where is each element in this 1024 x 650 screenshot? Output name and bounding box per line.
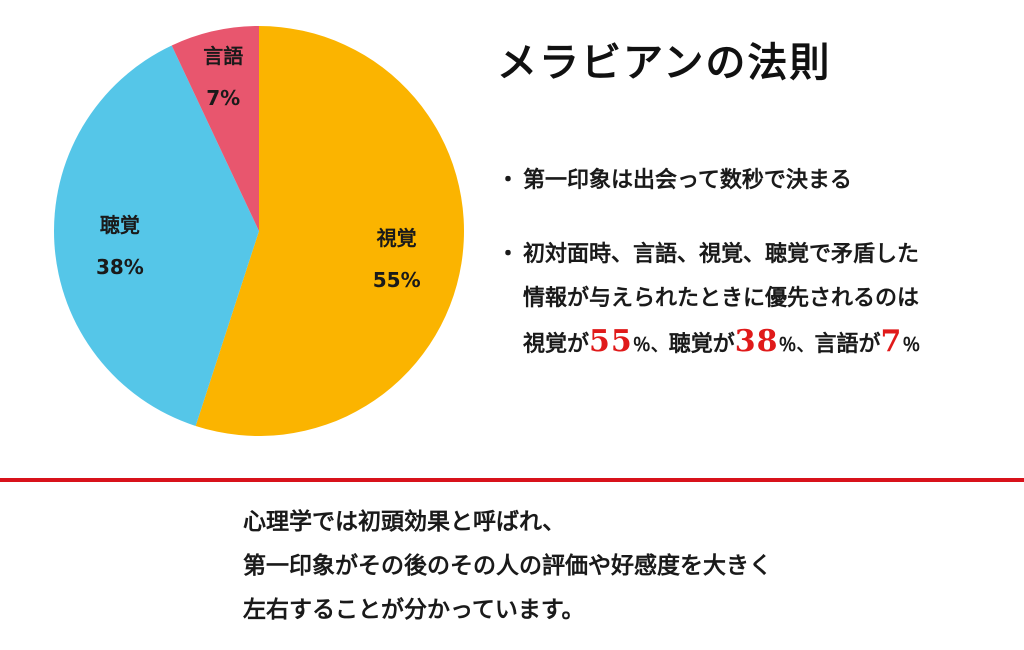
percent-separator: ％、 [778,335,815,356]
section-divider [0,478,1024,482]
pie-chart: 視覚 55% 聴覚 38% 言語 7% [53,26,464,436]
bullet-line-stats: 視覚が55％、聴覚が38％、言語が7％ [523,320,1012,368]
auditory-percent-value: 38 [734,324,779,359]
bullet-item-1: ・ 第一印象は出会って数秒で決まる [497,158,1012,202]
bullet-text: 第一印象は出会って数秒で決まる [523,167,852,193]
pie-chart-area: 視覚 55% 聴覚 38% 言語 7% [0,0,500,470]
slice-category-label: 視覚 [376,226,417,250]
page-title: メラビアンの法則 [497,39,832,86]
auditory-prefix: 聴覚が [668,331,735,357]
pie-slice [171,26,259,231]
slice-category-label: 聴覚 [100,213,140,237]
summary-line: 左右することが分かっています。 [243,597,585,623]
summary-line: 第一印象がその後のその人の評価や好感度を大きく [243,553,772,579]
bullet-line: 情報が与えられたときに優先されるのは [523,285,920,311]
percent-end: ％ [902,335,921,356]
pie-slice [195,26,464,436]
visual-percent-value: 55 [589,324,633,359]
slice-value-label: 38% [96,255,144,279]
summary-line: 心理学では初頭効果と呼ばれ、 [243,509,566,535]
verbal-prefix: 言語が [814,331,881,357]
slice-value-label: 7% [206,86,240,110]
percent-separator: ％、 [632,335,669,356]
summary-text: 心理学では初頭効果と呼ばれ、 第一印象がその後のその人の評価や好感度を大きく 左… [243,500,772,632]
verbal-percent-value: 7 [880,324,903,359]
slice-value-label: 55% [373,268,421,292]
bullet-marker: ・ [497,167,520,193]
slice-category-label: 言語 [203,44,243,68]
bullet-item-2: ・ 初対面時、言語、視覚、聴覚で矛盾した 情報が与えられたときに優先されるのは … [497,232,1012,368]
visual-prefix: 視覚が [523,331,590,357]
bullet-line: 初対面時、言語、視覚、聴覚で矛盾した [523,241,920,267]
bullet-marker: ・ [497,241,520,267]
pie-slice [53,45,260,426]
bullet-list: ・ 第一印象は出会って数秒で決まる ・ 初対面時、言語、視覚、聴覚で矛盾した 情… [497,158,1012,368]
